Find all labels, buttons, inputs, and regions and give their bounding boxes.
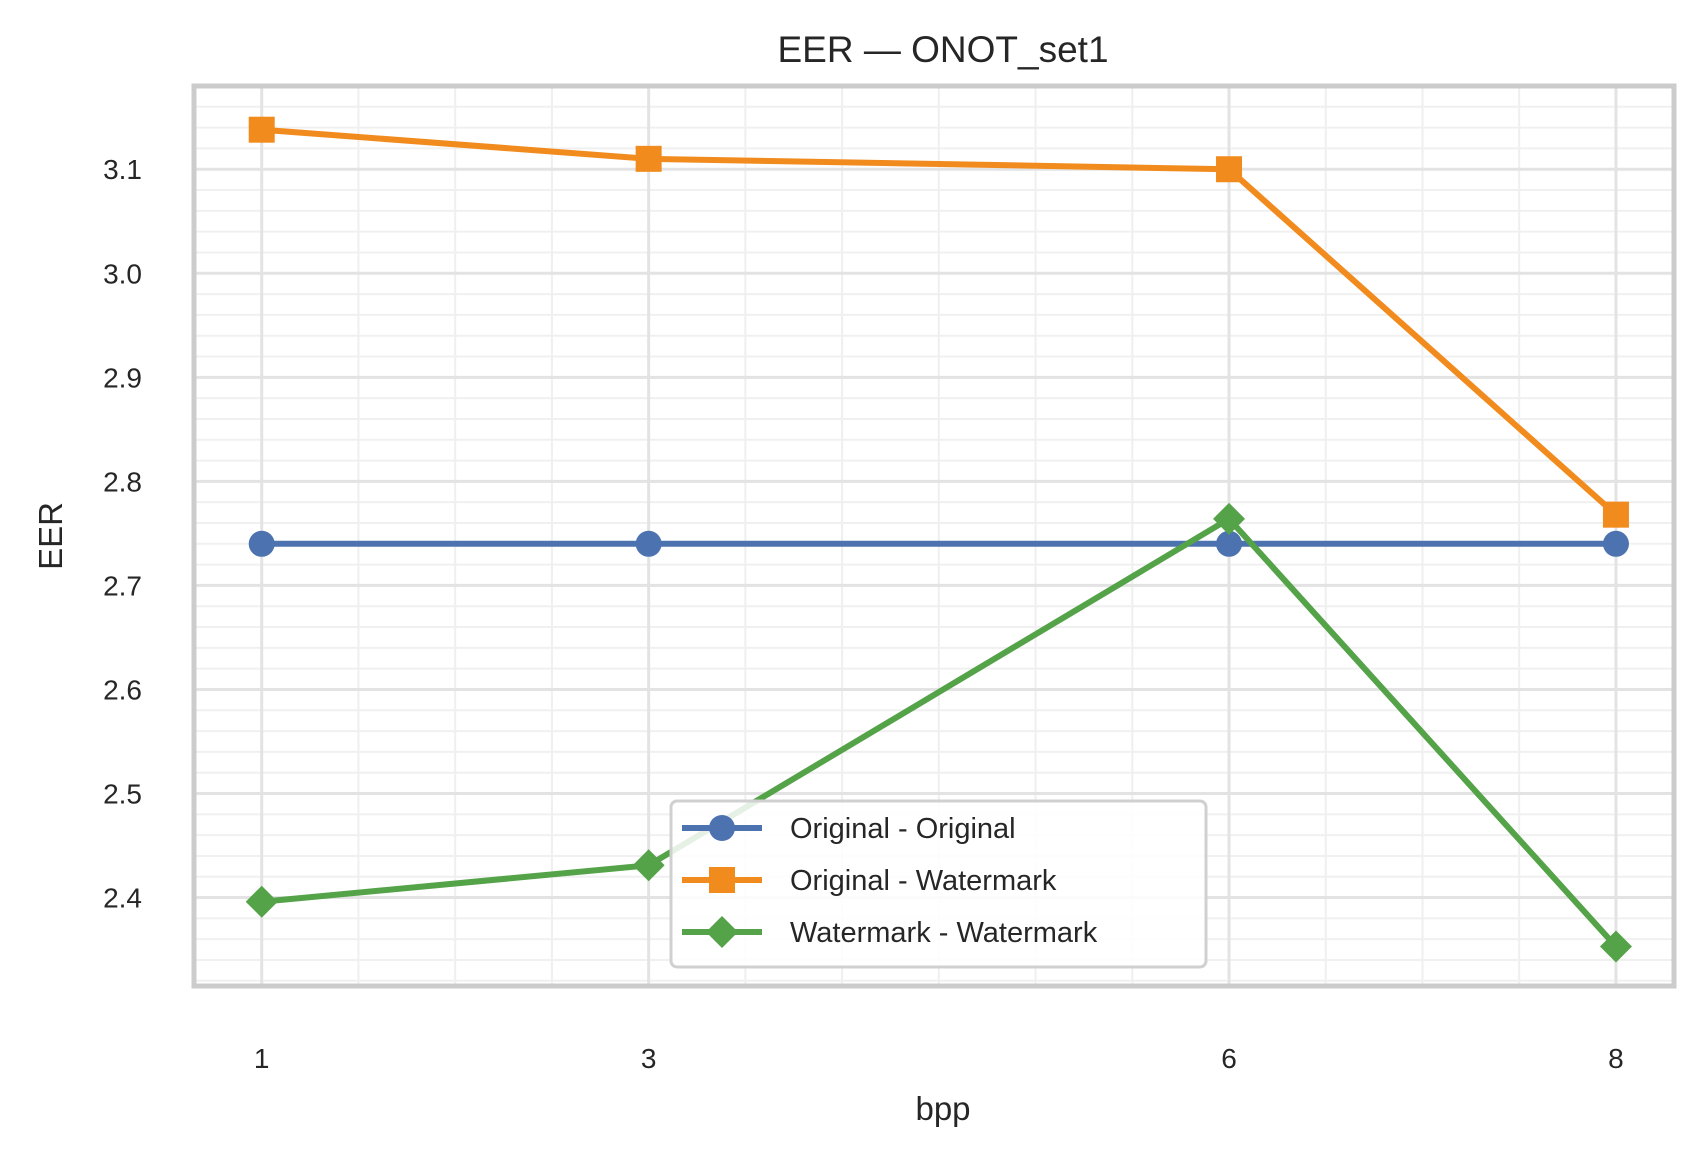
legend-marker xyxy=(709,867,735,893)
legend-box xyxy=(669,799,1208,969)
x-tick-label: 3 xyxy=(641,1043,657,1074)
data-point xyxy=(245,885,278,918)
x-tick-label: 1 xyxy=(254,1043,270,1074)
data-point xyxy=(248,116,275,143)
legend-item: Original - Original xyxy=(682,813,1016,845)
x-tick-label: 8 xyxy=(1608,1043,1624,1074)
series-layer xyxy=(245,116,1632,963)
y-tick-label: 2.4 xyxy=(103,883,142,914)
data-point xyxy=(632,849,665,882)
legend-item: Original - Watermark xyxy=(682,865,1057,897)
y-tick-label: 2.6 xyxy=(103,674,142,705)
data-point xyxy=(248,530,275,557)
y-tick-label: 2.9 xyxy=(103,362,142,393)
legend: Original - Original Original - Watermark W… xyxy=(669,799,1208,969)
y-tick-label: 3.0 xyxy=(103,258,142,289)
legend-label: Watermark - Watermark xyxy=(790,917,1098,949)
data-point xyxy=(1216,156,1243,183)
chart-title: EER — ONOT_set1 xyxy=(777,29,1108,70)
series-line xyxy=(258,126,1619,518)
x-tick-label: 6 xyxy=(1221,1043,1237,1074)
y-tick-label: 2.8 xyxy=(103,466,142,497)
series-1 xyxy=(248,530,1629,557)
series-line xyxy=(258,515,1619,950)
series-2 xyxy=(248,116,1629,528)
x-axis-label: bpp xyxy=(915,1090,970,1127)
legend-item: Watermark - Watermark xyxy=(682,916,1098,949)
data-point xyxy=(1216,530,1243,557)
data-point xyxy=(1599,930,1632,963)
series-3 xyxy=(245,502,1632,963)
y-tick-label: 3.1 xyxy=(103,154,142,185)
y-axis-label: EER xyxy=(32,502,69,570)
legend-label: Original - Original xyxy=(790,813,1016,845)
data-point xyxy=(635,530,662,557)
data-point xyxy=(1602,501,1629,528)
legend-marker xyxy=(709,815,735,841)
legend-label: Original - Watermark xyxy=(790,865,1057,897)
plot-frame xyxy=(191,83,1677,989)
tick-labels: 1 3 6 8 2.4 2.5 2.6 2.7 2.8 2.9 3.0 3.1 xyxy=(103,154,1624,1074)
y-tick-label: 2.5 xyxy=(103,779,142,810)
data-point xyxy=(635,145,662,172)
y-tick-label: 2.7 xyxy=(103,570,142,601)
data-point xyxy=(1602,530,1629,557)
legend-marker xyxy=(706,916,738,948)
data-point xyxy=(1213,502,1246,535)
